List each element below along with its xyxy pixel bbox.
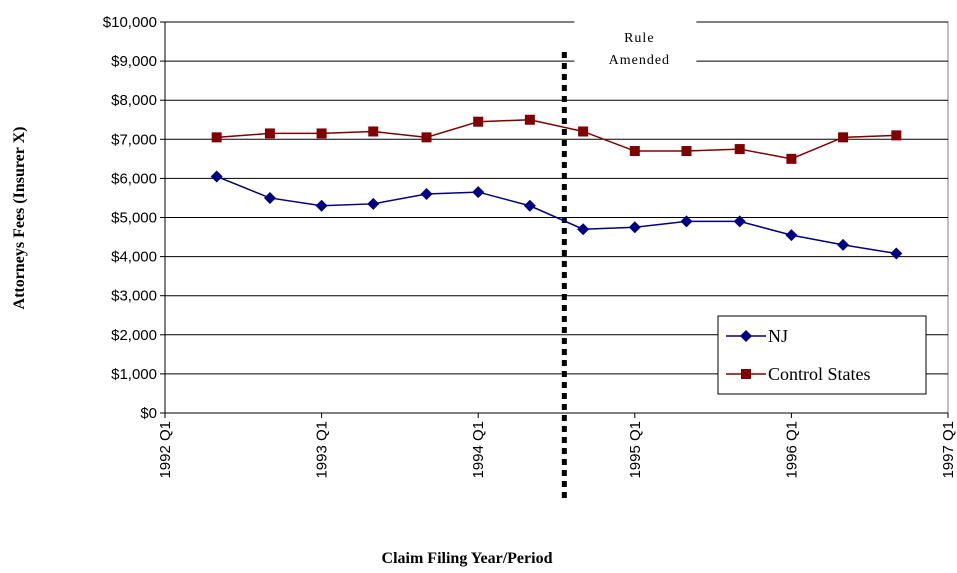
annotation-text: Rule xyxy=(624,31,654,46)
data-point xyxy=(577,223,590,236)
data-point xyxy=(210,170,223,183)
data-point xyxy=(786,153,797,164)
y-tick-label: $1,000 xyxy=(111,366,157,383)
data-point xyxy=(421,132,432,143)
data-point xyxy=(263,191,276,204)
data-point xyxy=(367,197,380,210)
legend xyxy=(717,315,927,395)
legend-marker xyxy=(741,369,751,379)
x-tick-label: 1994 Q1 xyxy=(470,421,487,479)
y-tick-label: $6,000 xyxy=(111,170,157,187)
data-point xyxy=(473,116,484,127)
legend-label: Control States xyxy=(768,364,871,384)
data-point xyxy=(523,199,536,212)
y-tick-label: $3,000 xyxy=(111,288,157,305)
x-tick-label: 1992 Q1 xyxy=(157,421,174,479)
x-tick-label: 1996 Q1 xyxy=(783,421,800,479)
data-point xyxy=(578,126,589,137)
y-tick-label: $8,000 xyxy=(111,92,157,109)
x-tick-label: 1997 Q1 xyxy=(940,421,957,479)
annotation-text: Amended xyxy=(609,53,670,68)
y-tick-label: $9,000 xyxy=(111,53,157,70)
data-point xyxy=(472,186,485,199)
data-point xyxy=(368,126,379,137)
x-tick-label: 1995 Q1 xyxy=(627,421,644,479)
data-point xyxy=(211,132,222,143)
legend-label: NJ xyxy=(768,326,788,346)
data-point xyxy=(316,128,327,139)
y-tick-label: $5,000 xyxy=(111,210,157,227)
annotation-background xyxy=(574,18,697,72)
data-point xyxy=(680,215,693,228)
data-point xyxy=(733,215,746,228)
y-axis-title: Attorneys Fees (Insurer X) xyxy=(11,127,28,310)
data-point xyxy=(838,132,849,143)
data-point xyxy=(264,128,275,139)
data-point xyxy=(890,247,903,260)
y-tick-label: $4,000 xyxy=(111,249,157,266)
x-tick-label: 1993 Q1 xyxy=(314,421,331,479)
y-tick-label: $2,000 xyxy=(111,327,157,344)
data-point xyxy=(837,238,850,251)
y-tick-label: $7,000 xyxy=(111,131,157,148)
y-tick-label: $10,000 xyxy=(103,14,157,31)
data-point xyxy=(628,221,641,234)
series-line xyxy=(216,118,897,160)
data-point xyxy=(629,146,640,157)
data-point xyxy=(734,144,745,155)
x-axis-title: Claim Filing Year/Period xyxy=(382,550,553,567)
legend-marker xyxy=(740,330,752,342)
data-point xyxy=(681,146,692,157)
series-line xyxy=(216,175,897,255)
data-point xyxy=(891,130,902,141)
y-tick-label: $0 xyxy=(140,405,157,422)
data-point xyxy=(524,114,535,125)
data-point xyxy=(315,199,328,212)
data-point xyxy=(420,188,433,201)
data-point xyxy=(785,229,798,242)
